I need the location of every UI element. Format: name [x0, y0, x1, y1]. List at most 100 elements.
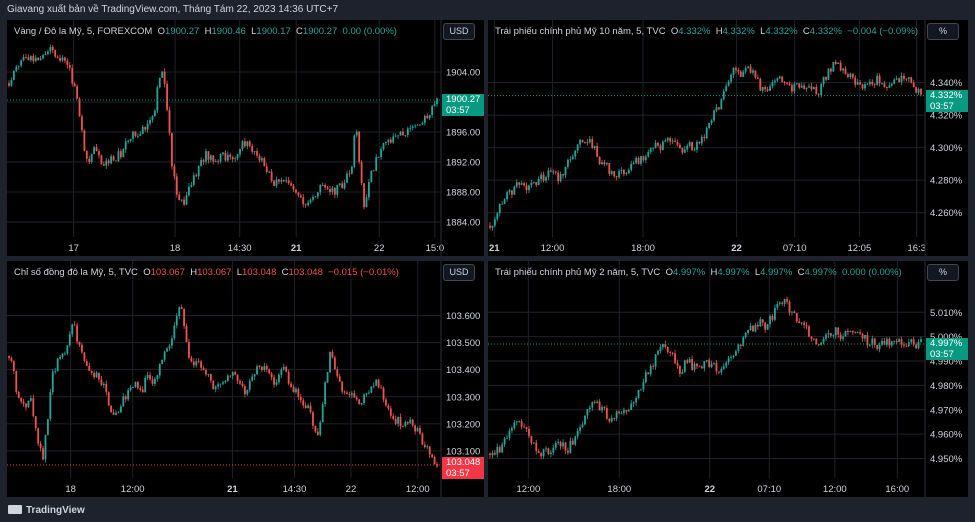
- candle: [839, 332, 842, 342]
- candle: [27, 400, 30, 409]
- candle: [742, 335, 745, 347]
- candle: [642, 155, 645, 163]
- candle: [248, 140, 251, 148]
- last-price-tag: 4.997% 03:57: [926, 337, 968, 360]
- candle: [268, 368, 271, 375]
- candle: [197, 165, 200, 180]
- candle: [17, 390, 20, 399]
- tradingview-brand[interactable]: TradingView: [8, 504, 85, 518]
- x-tick-label: 14:30: [283, 484, 307, 495]
- candle: [615, 410, 618, 422]
- candle: [42, 445, 44, 461]
- candle: [370, 386, 373, 394]
- candle: [98, 372, 100, 383]
- legend-c-label: C: [281, 267, 289, 278]
- candle: [188, 338, 190, 360]
- y-tick-label: 5.000%: [930, 332, 963, 343]
- x-tick-label: 15:0: [426, 243, 445, 254]
- candle: [837, 327, 840, 338]
- candle: [115, 410, 117, 416]
- last-price-tag: 103.048 03:57: [442, 457, 484, 479]
- candle: [630, 160, 633, 172]
- candle: [389, 137, 392, 144]
- candle: [399, 130, 402, 136]
- candle: [394, 415, 397, 426]
- candle: [640, 155, 642, 167]
- currency-unit-button[interactable]: USD: [443, 264, 475, 281]
- last-price-tag: 4.332% 03:57: [926, 89, 968, 112]
- candle: [798, 83, 801, 90]
- candle: [110, 405, 113, 413]
- candle: [387, 403, 390, 411]
- candle: [66, 345, 69, 356]
- candle: [205, 148, 207, 165]
- candle: [491, 450, 494, 459]
- currency-unit-button[interactable]: %: [927, 23, 959, 40]
- candle: [698, 365, 701, 368]
- candle: [601, 160, 603, 166]
- candle: [576, 143, 579, 153]
- candle: [134, 131, 137, 138]
- candle: [47, 49, 49, 56]
- candle: [827, 329, 830, 338]
- candle: [426, 113, 429, 120]
- candle: [586, 408, 589, 420]
- candle: [139, 130, 142, 137]
- x-tick-label: 21: [489, 243, 500, 254]
- candle: [632, 160, 635, 165]
- candle: [229, 375, 232, 378]
- candle: [76, 322, 78, 345]
- candle: [725, 83, 728, 92]
- legend-c-value: 103.048: [288, 267, 329, 278]
- candle: [598, 399, 601, 411]
- candle: [372, 169, 375, 172]
- chart-svg[interactable]: 1904.001900.001896.001892.001888.001884.…: [7, 20, 484, 256]
- legend[interactable]: Trái phiếu chính phủ Mỹ 2 năm, 5, TVC O4…: [495, 267, 902, 278]
- legend-h-value: 103.067: [197, 267, 237, 278]
- y-tick-label: 1904.00: [446, 68, 480, 79]
- candle: [800, 322, 803, 326]
- chart-panel-gold[interactable]: 1904.001900.001896.001892.001888.001884.…: [7, 20, 484, 256]
- candle: [236, 374, 239, 384]
- legend[interactable]: Trái phiếu chính phủ Mỹ 10 năm, 5, TVC O…: [495, 26, 918, 37]
- y-tick-label: 1884.00: [446, 218, 480, 229]
- candle: [190, 181, 193, 188]
- chart-panel-us02y[interactable]: 5.010% 5.000% 4.990% 4.980% 4.970% 4.960% 4.95…: [488, 261, 968, 497]
- candle: [910, 338, 913, 345]
- candle: [222, 380, 224, 386]
- candle: [360, 160, 363, 185]
- candle: [37, 57, 40, 61]
- legend[interactable]: Vàng / Đô la Mỹ, 5, FOREXCOM O1900.27 H1…: [14, 26, 397, 37]
- candle: [173, 322, 176, 341]
- candle: [154, 108, 156, 117]
- currency-unit-button[interactable]: %: [927, 264, 959, 281]
- chart-svg[interactable]: 5.010% 5.000% 4.990% 4.980% 4.970% 4.960% 4.95…: [488, 261, 968, 497]
- chart-svg[interactable]: 4.340% 4.320% 4.300% 4.280% 4.260% 21 12:00 18:…: [488, 20, 968, 256]
- candle: [659, 143, 662, 154]
- candle: [253, 151, 256, 156]
- legend[interactable]: Chỉ số đồng đô la Mỹ, 5, TVC O103.067 H1…: [14, 267, 399, 278]
- candle: [652, 147, 655, 152]
- candle: [618, 168, 620, 180]
- x-tick-label: 07:10: [757, 484, 781, 495]
- currency-unit-button[interactable]: USD: [443, 23, 475, 40]
- candle: [158, 77, 161, 89]
- candle: [637, 389, 640, 400]
- legend-o-value: 103.067: [150, 267, 191, 278]
- legend-c-label: C: [802, 26, 810, 37]
- candle: [744, 332, 747, 339]
- candle: [871, 335, 874, 349]
- candle: [350, 390, 353, 399]
- candle: [579, 138, 581, 148]
- candle: [166, 80, 168, 112]
- candle: [773, 78, 776, 86]
- candle: [436, 97, 438, 107]
- candle: [239, 148, 241, 158]
- chart-svg[interactable]: 103.600 103.500 103.400 103.300 103.200 103.1…: [7, 261, 484, 497]
- candle: [93, 370, 96, 380]
- chart-panel-dxy[interactable]: 103.600 103.500 103.400 103.300 103.200 103.1…: [7, 261, 484, 497]
- chart-panel-us10y[interactable]: 4.340% 4.320% 4.300% 4.280% 4.260% 21 12:00 18:…: [488, 20, 968, 256]
- candle: [506, 434, 508, 440]
- x-tick-label: 18: [65, 484, 76, 495]
- candle: [664, 340, 667, 349]
